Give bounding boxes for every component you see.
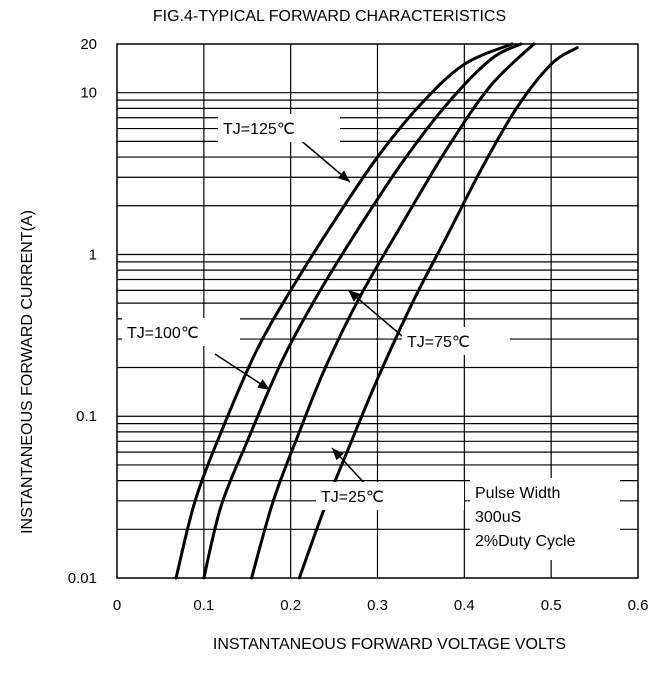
x-tick-label: 0.5 — [541, 597, 562, 614]
plot-frame — [116, 43, 639, 579]
x-tick-label: 0.3 — [367, 597, 388, 614]
annotation-box — [316, 482, 464, 510]
x-tick-label: 0.4 — [454, 597, 475, 614]
annotation-arrowhead — [257, 379, 270, 390]
annotation-label: TJ=25℃ — [321, 489, 384, 506]
series-line — [202, 42, 523, 580]
series-line — [174, 42, 514, 580]
annotation-label: TJ=125℃ — [223, 121, 295, 138]
annotation-box — [402, 327, 510, 355]
x-tick-label: 0.6 — [628, 597, 649, 614]
annotation-box — [470, 478, 620, 560]
chart-title: FIG.4-TYPICAL FORWARD CHARACTERISTICS — [152, 8, 507, 25]
annotation-box — [218, 114, 340, 142]
series-line — [297, 46, 579, 580]
annotation-arrowhead — [332, 448, 344, 461]
y-tick-label: 0.01 — [68, 570, 97, 587]
x-tick-label: 0.1 — [193, 597, 214, 614]
y-tick-label: 1 — [89, 246, 97, 263]
annotation-arrowhead — [348, 290, 361, 302]
annotation-label: Pulse Width 300uS 2%Duty Cycle — [475, 485, 576, 550]
y-tick-label: 20 — [80, 36, 97, 53]
x-axis-label: INSTANTANEOUS FORWARD VOLTAGE VOLTS — [212, 636, 567, 653]
annotation-arrowhead — [337, 170, 350, 182]
y-tick-label: 10 — [80, 85, 97, 102]
annotation-label: TJ=100℃ — [127, 325, 199, 342]
series-line — [250, 42, 536, 580]
annotation-label: TJ=75℃ — [407, 334, 470, 351]
x-tick-label: 0 — [113, 597, 121, 614]
x-tick-label: 0.2 — [280, 597, 301, 614]
annotation-box — [122, 318, 240, 346]
y-tick-label: 0.1 — [76, 408, 97, 425]
